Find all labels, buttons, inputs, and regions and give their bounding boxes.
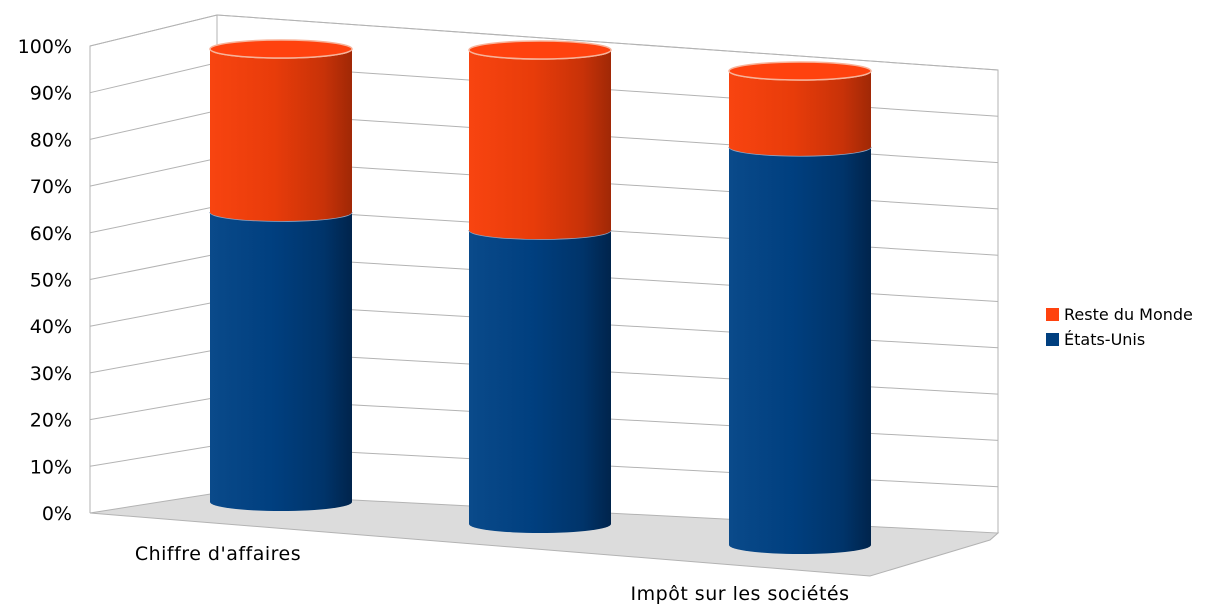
y-tick-label: 30% xyxy=(30,363,72,385)
y-tick-label: 90% xyxy=(30,83,72,105)
floor xyxy=(89,492,1000,577)
bar-segment-reste-du-monde xyxy=(210,49,352,222)
y-tick-label: 80% xyxy=(30,129,72,151)
legend-swatch xyxy=(1046,308,1059,321)
legend-label: Reste du Monde xyxy=(1064,305,1193,324)
bar-group xyxy=(209,39,353,511)
y-tick-label: 0% xyxy=(42,503,72,525)
y-axis-tick-labels: 0% 10% 20% 30% 40% 50% 60% 70% 80% 90% 100% xyxy=(18,36,72,525)
left-wall xyxy=(89,14,218,513)
bar-top-cap xyxy=(468,40,612,60)
bar-group xyxy=(468,40,612,533)
x-tick-label: Impôt sur les sociétés xyxy=(631,583,850,604)
x-axis-tick-labels: Chiffre d'affaires Impôt sur les sociétés xyxy=(135,543,850,604)
legend-swatch xyxy=(1046,333,1059,346)
legend: Reste du Monde États-Unis xyxy=(1046,305,1193,349)
x-tick-label: Chiffre d'affaires xyxy=(135,543,301,565)
legend-label: États-Unis xyxy=(1064,330,1145,349)
bar-top-cap xyxy=(209,39,353,59)
y-tick-label: 40% xyxy=(30,316,72,338)
bar-segment-etats-unis xyxy=(469,230,611,533)
bar-segment-reste-du-monde xyxy=(469,50,611,240)
legend-item: Reste du Monde xyxy=(1046,305,1193,324)
bars xyxy=(209,39,872,554)
y-tick-label: 60% xyxy=(30,223,72,245)
bar-segment-etats-unis xyxy=(729,146,871,554)
y-tick-label: 10% xyxy=(30,456,72,478)
y-tick-label: 50% xyxy=(30,270,72,292)
bar-segment-etats-unis xyxy=(210,212,352,511)
y-tick-label: 20% xyxy=(30,410,72,432)
bar-group xyxy=(728,61,872,554)
bar-top-cap xyxy=(728,61,872,81)
y-tick-label: 100% xyxy=(18,36,72,58)
y-tick-label: 70% xyxy=(30,176,72,198)
gridline xyxy=(89,14,999,71)
legend-item: États-Unis xyxy=(1046,330,1145,349)
bar-segment-reste-du-monde xyxy=(729,71,871,156)
